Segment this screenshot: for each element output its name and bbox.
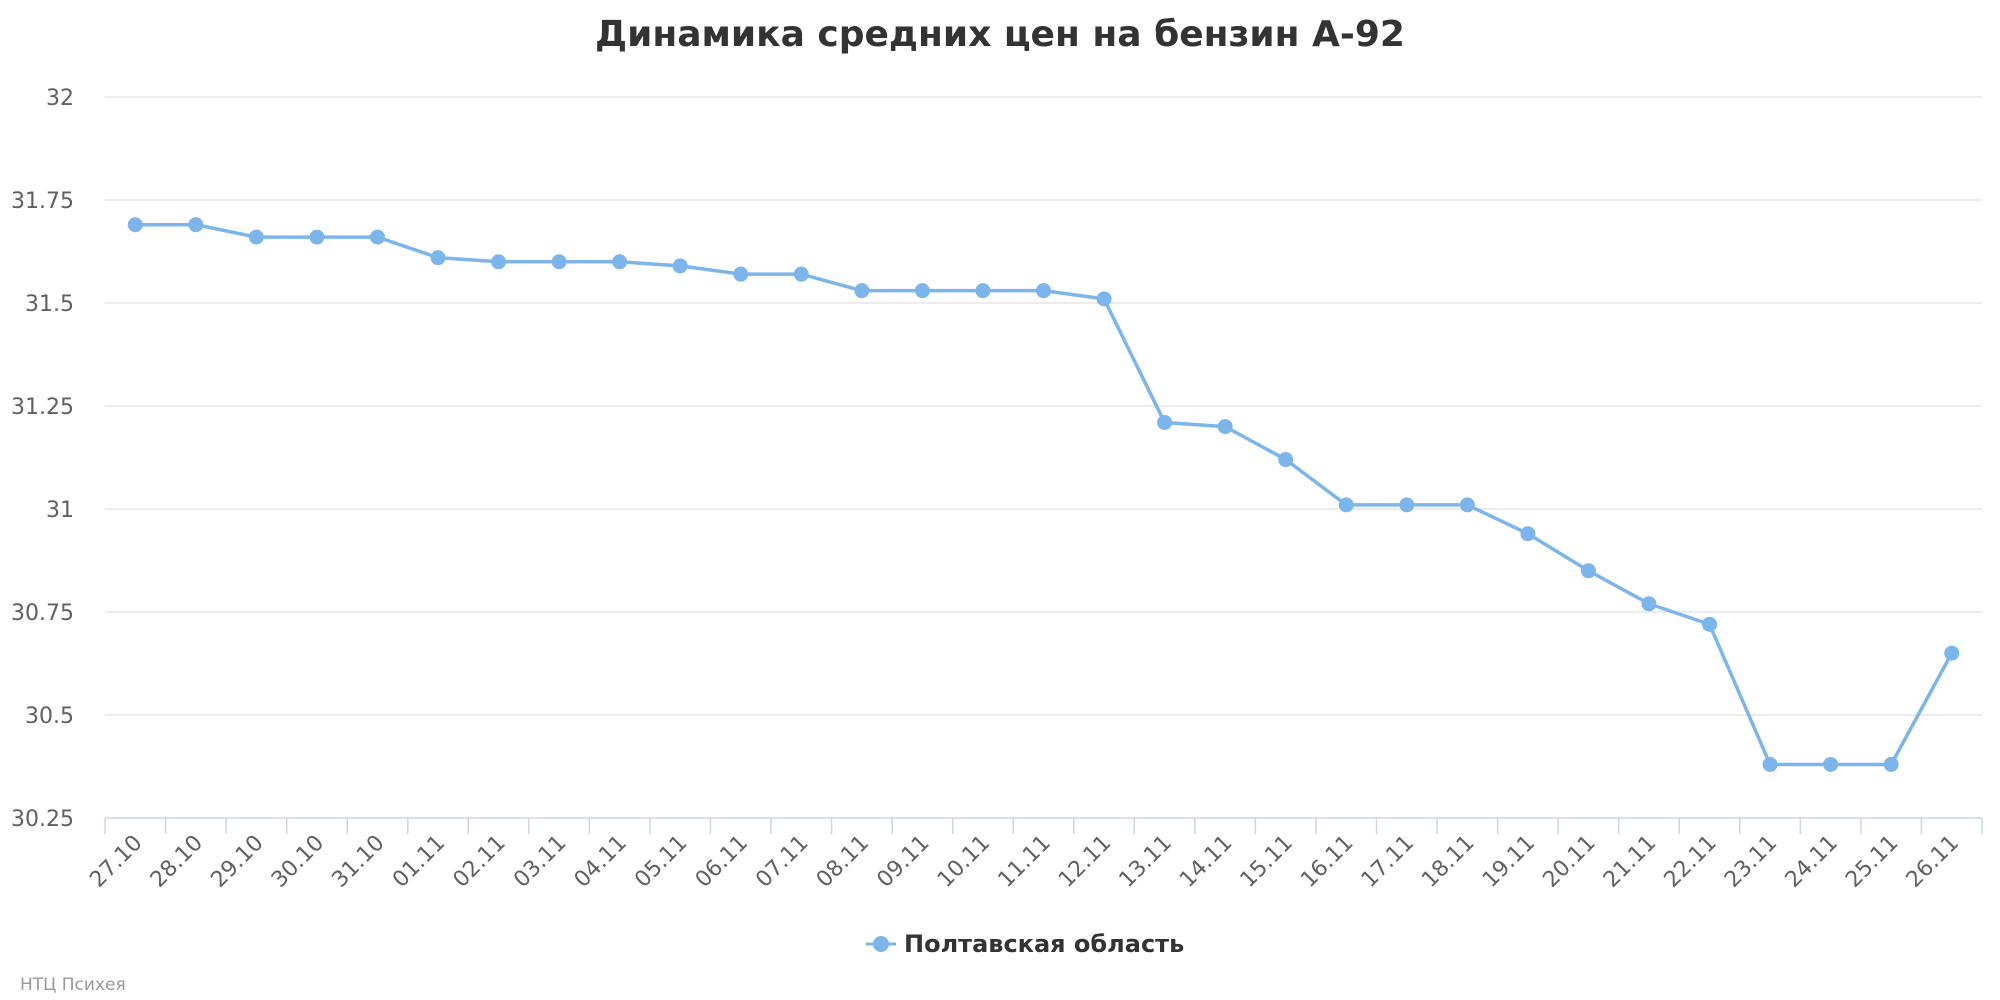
data-point[interactable]	[1883, 756, 1899, 772]
y-tick-label: 31	[46, 498, 74, 523]
x-tick-label: 13.11	[1115, 831, 1177, 893]
data-point[interactable]	[914, 283, 930, 299]
data-point[interactable]	[127, 217, 143, 233]
data-point[interactable]	[1702, 616, 1718, 632]
legend-label[interactable]: Полтавская область	[904, 930, 1184, 958]
x-tick-label: 24.11	[1781, 831, 1843, 893]
x-tick-label: 26.11	[1902, 831, 1964, 893]
legend-marker-icon	[873, 936, 889, 952]
data-point[interactable]	[612, 254, 628, 270]
x-tick-label: 11.11	[994, 831, 1056, 893]
series-poltava[interactable]	[127, 217, 1960, 772]
x-tick-label: 03.11	[509, 831, 571, 893]
x-tick-label: 25.11	[1841, 831, 1903, 893]
data-point[interactable]	[1096, 291, 1112, 307]
x-tick-label: 12.11	[1054, 831, 1116, 893]
data-point[interactable]	[1157, 414, 1173, 430]
x-tick-label: 05.11	[630, 831, 692, 893]
x-tick-label: 27.10	[85, 831, 147, 893]
y-tick-label: 31.75	[11, 189, 74, 214]
x-tick-label: 21.11	[1599, 831, 1661, 893]
data-point[interactable]	[1580, 563, 1596, 579]
data-point[interactable]	[854, 283, 870, 299]
x-tick-label: 31.10	[327, 831, 389, 893]
data-point[interactable]	[1459, 497, 1475, 513]
x-tick-label: 06.11	[691, 831, 753, 893]
data-point[interactable]	[1823, 756, 1839, 772]
x-tick-label: 08.11	[812, 831, 874, 893]
x-tick-label: 19.11	[1478, 831, 1540, 893]
data-point[interactable]	[491, 254, 507, 270]
y-tick-label: 32	[46, 86, 74, 111]
data-point[interactable]	[733, 266, 749, 282]
data-point[interactable]	[672, 258, 688, 274]
data-point[interactable]	[1278, 452, 1294, 468]
x-tick-label: 17.11	[1357, 831, 1419, 893]
y-tick-label: 31.5	[25, 292, 74, 317]
x-tick-label: 09.11	[872, 831, 934, 893]
y-tick-label: 30.25	[11, 807, 74, 832]
data-point[interactable]	[369, 229, 385, 245]
data-point[interactable]	[551, 254, 567, 270]
x-tick-label: 30.10	[267, 831, 329, 893]
data-point[interactable]	[1762, 756, 1778, 772]
data-point[interactable]	[1944, 645, 1960, 661]
x-tick-label: 18.11	[1417, 831, 1479, 893]
data-point[interactable]	[309, 229, 325, 245]
data-point[interactable]	[188, 217, 204, 233]
y-tick-label: 31.25	[11, 395, 74, 420]
y-tick-label: 30.5	[25, 704, 74, 729]
x-tick-label: 01.11	[388, 831, 450, 893]
y-tick-label: 30.75	[11, 601, 74, 626]
x-axis: 27.1028.1029.1030.1031.1001.1102.1103.11…	[85, 817, 1983, 893]
x-tick-label: 16.11	[1296, 831, 1358, 893]
x-tick-label: 15.11	[1236, 831, 1298, 893]
data-point[interactable]	[1217, 419, 1233, 435]
x-tick-label: 28.10	[146, 831, 208, 893]
data-point[interactable]	[1520, 526, 1536, 542]
legend[interactable]: Полтавская область	[866, 930, 1184, 958]
x-tick-label: 20.11	[1538, 831, 1600, 893]
data-point[interactable]	[975, 283, 991, 299]
data-point[interactable]	[248, 229, 264, 245]
x-tick-label: 10.11	[933, 831, 995, 893]
x-tick-label: 22.11	[1660, 831, 1722, 893]
x-tick-label: 23.11	[1720, 831, 1782, 893]
y-axis: 32 31.75 31.5 31.25 31 30.75 30.5 30.25	[11, 86, 74, 832]
data-point[interactable]	[430, 250, 446, 266]
series-line[interactable]	[133, 222, 1954, 767]
data-point[interactable]	[1036, 283, 1051, 299]
x-tick-label: 02.11	[449, 831, 511, 893]
x-tick-label: 29.10	[206, 831, 268, 893]
chart-title: Динамика средних цен на бензин А-92	[595, 14, 1405, 55]
data-point[interactable]	[1399, 497, 1415, 513]
data-point[interactable]	[1641, 596, 1657, 612]
data-point[interactable]	[793, 266, 809, 282]
x-tick-label: 04.11	[570, 831, 632, 893]
gridlines	[105, 96, 1982, 716]
credit-text: НТЦ Психея	[20, 975, 126, 995]
data-point[interactable]	[1338, 497, 1354, 513]
x-tick-label: 07.11	[751, 831, 813, 893]
x-tick-label: 14.11	[1175, 831, 1237, 893]
